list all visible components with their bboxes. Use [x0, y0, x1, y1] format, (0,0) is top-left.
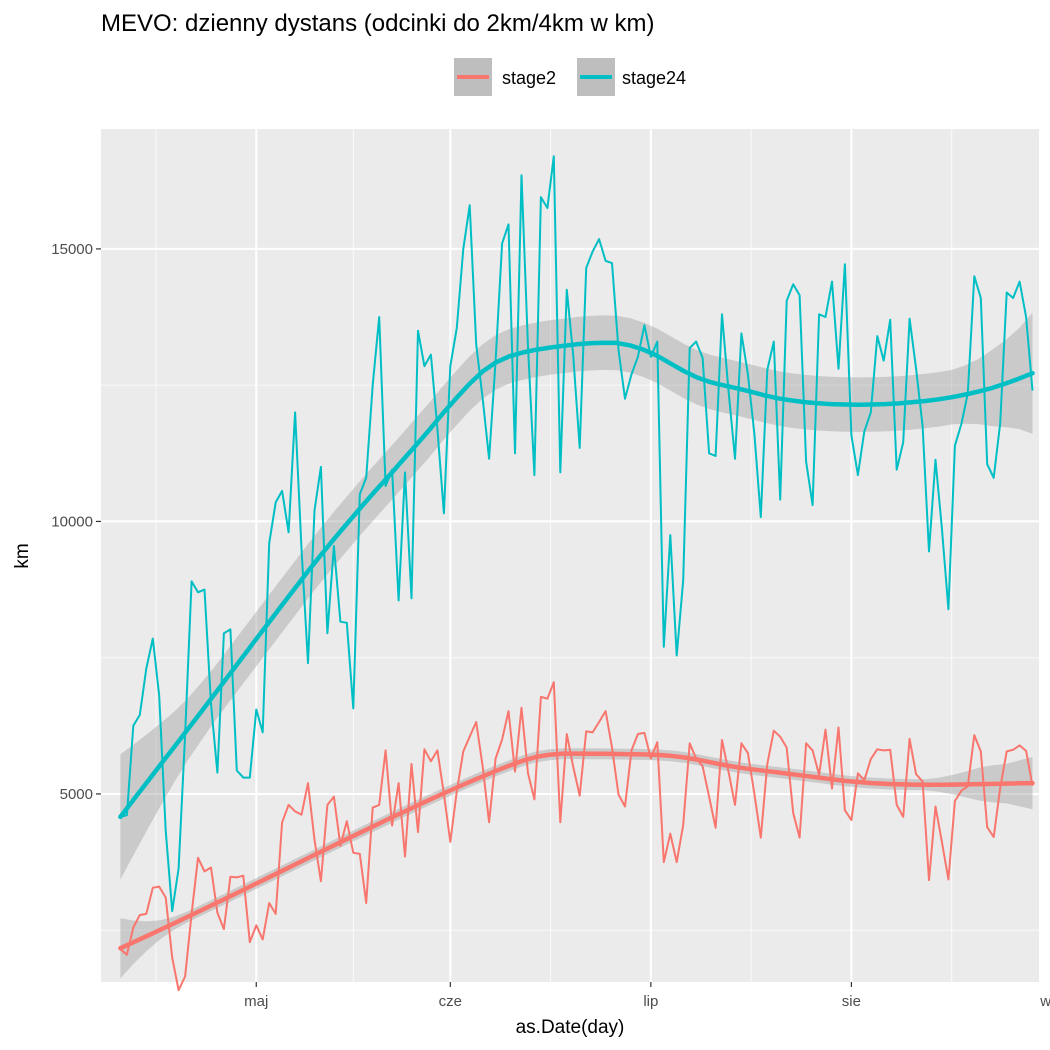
- ci-band-stage2: [120, 748, 1033, 979]
- x-tick-label-4: wrz: [1039, 993, 1050, 1010]
- x-tick-label-0: maj: [244, 993, 268, 1010]
- series-line-stage24: [120, 155, 1034, 913]
- y-tick-label-2: 15000: [51, 241, 93, 258]
- y-tick-label-1: 10000: [51, 513, 93, 530]
- x-axis: maj cze lip sie wrz: [244, 982, 1050, 1010]
- series-lines: [119, 155, 1034, 992]
- grid-minor: [101, 129, 1039, 982]
- series-line-stage2: [119, 681, 1034, 992]
- plot-panel: [101, 129, 1039, 982]
- chart-title: MEVO: dzienny dystans (odcinki do 2km/4k…: [101, 10, 655, 37]
- y-axis: 5000 10000 15000: [51, 241, 101, 803]
- x-axis-title: as.Date(day): [516, 1017, 625, 1038]
- smooth-line-stage24: [118, 340, 1035, 820]
- ci-band-stage24: [120, 312, 1033, 880]
- smooth-line-stage2: [118, 751, 1035, 951]
- legend-label-stage24: stage24: [622, 68, 686, 88]
- x-tick-label-1: cze: [439, 993, 462, 1010]
- grid-major: [101, 129, 1039, 982]
- smooth-lines: [118, 340, 1035, 951]
- x-tick-label-2: lip: [643, 993, 658, 1010]
- x-tick-label-3: sie: [842, 993, 861, 1010]
- y-tick-label-0: 5000: [60, 786, 93, 803]
- legend-label-stage2: stage2: [502, 68, 556, 88]
- confidence-bands: [120, 312, 1033, 979]
- y-axis-title: km: [12, 543, 33, 568]
- legend: stage2 stage24: [454, 58, 686, 96]
